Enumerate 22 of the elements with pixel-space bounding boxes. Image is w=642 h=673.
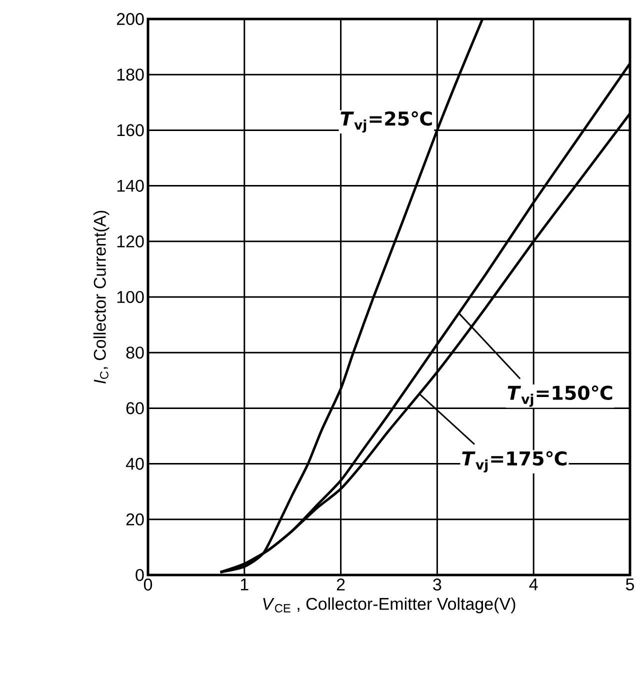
y-tick-label: 0 bbox=[136, 568, 144, 582]
annotation: T$_{vj}$=175℃ bbox=[462, 451, 567, 472]
annotation: T$_{vj}$=25℃ bbox=[340, 111, 432, 132]
x-tick-label: 5 bbox=[626, 578, 634, 590]
y-tick-label: 180 bbox=[117, 68, 144, 81]
y-tick-label: 140 bbox=[117, 180, 144, 192]
annotation: T$_{vj}$=150℃ bbox=[508, 385, 612, 407]
y-tick-label: 60 bbox=[126, 402, 144, 414]
x-tick-label: 3 bbox=[433, 578, 442, 591]
x-axis-title: V$_{CE}$ , Collector-Emitter Voltage(V) bbox=[263, 597, 516, 614]
x-tick-label: 1 bbox=[240, 578, 248, 590]
x-tick-label: 4 bbox=[529, 578, 538, 590]
y-tick-label: 20 bbox=[126, 513, 144, 526]
y-tick-label: 100 bbox=[117, 290, 144, 304]
y-tick-label: 160 bbox=[117, 124, 144, 136]
y-tick-label: 80 bbox=[126, 346, 144, 359]
y-tick-label: 120 bbox=[117, 235, 144, 248]
x-tick-label: 0 bbox=[144, 578, 152, 591]
y-tick-label: 200 bbox=[116, 12, 144, 26]
y-axis-title: I$_{C}$, Collector Current(A) bbox=[93, 210, 110, 384]
x-tick-label: 2 bbox=[336, 578, 345, 590]
y-tick-label: 40 bbox=[126, 458, 144, 470]
